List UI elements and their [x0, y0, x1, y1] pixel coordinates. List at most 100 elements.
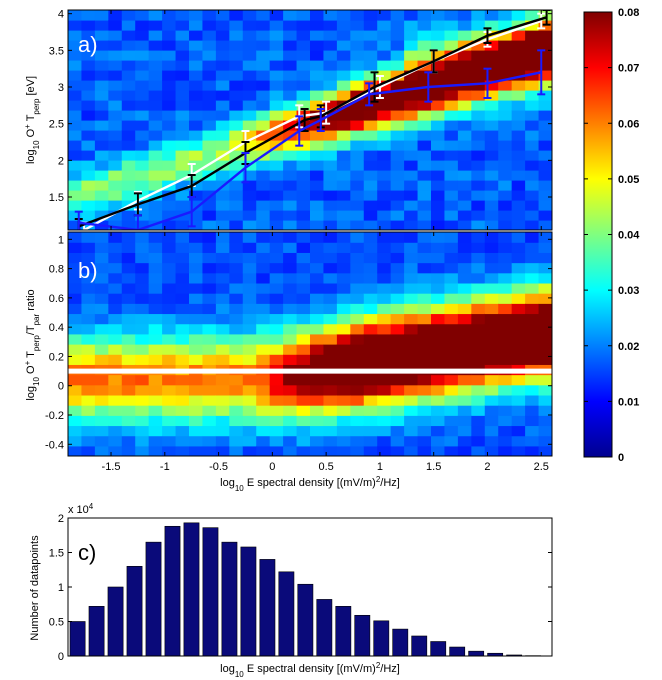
heatmap-cell [81, 40, 96, 51]
heatmap-cell [390, 180, 405, 191]
heatmap-cell [81, 10, 96, 21]
heatmap-cell [336, 30, 351, 41]
heatmap-cell [511, 405, 526, 416]
heatmap-cell [484, 80, 499, 91]
heatmap-cell [444, 344, 459, 355]
heatmap-cell [256, 220, 271, 230]
heatmap-cell [283, 282, 298, 294]
heatmap-cell [350, 344, 365, 355]
heatmap-cell [417, 333, 432, 345]
heatmap-cell [417, 303, 432, 315]
y-tick-label: -0.2 [45, 410, 64, 422]
heatmap-cell [471, 130, 486, 141]
heatmap-cell [175, 170, 190, 181]
heatmap-cell [484, 405, 499, 416]
heatmap-cell [242, 333, 257, 345]
heatmap-cell [175, 384, 190, 396]
heatmap-cell [484, 313, 499, 325]
heatmap-cell [296, 130, 311, 141]
heatmap-cell [390, 220, 405, 230]
heatmap-cell [202, 272, 217, 284]
heatmap-cell [498, 303, 513, 315]
heatmap-cell [108, 425, 123, 437]
heatmap-cell [121, 120, 136, 131]
bars-c [69, 522, 542, 657]
heatmap-cell [498, 262, 513, 274]
heatmap-cell [108, 40, 123, 51]
heatmap-cell [175, 282, 190, 294]
heatmap-cell [121, 170, 136, 181]
heatmap-cell [229, 120, 244, 131]
heatmap-cell [229, 333, 244, 345]
heatmap-cell [283, 293, 298, 304]
heatmap-cell [417, 40, 432, 51]
heatmap-cell [525, 220, 540, 230]
heatmap-cell [189, 10, 204, 21]
heatmap-cell [189, 394, 204, 406]
heatmap-cell [431, 210, 446, 221]
heatmap-cell [350, 262, 365, 274]
heatmap-cell [350, 384, 365, 396]
heatmap-cell [121, 20, 136, 31]
y-axis-label-a: log10 O+ Tperp [eV] [23, 76, 41, 164]
heatmap-cell [390, 210, 405, 221]
heatmap-cell [296, 282, 311, 294]
heatmap-cell [256, 252, 271, 264]
heatmap-cell [229, 210, 244, 221]
heatmap-cell [215, 405, 230, 416]
heatmap-cell [202, 262, 217, 274]
heatmap-cell [229, 262, 244, 274]
heatmap-cell [283, 70, 298, 81]
heatmap-cell [189, 435, 204, 447]
heatmap-cell [323, 252, 338, 264]
y-tick-label: 0.6 [49, 293, 64, 305]
histogram-bar [145, 541, 162, 657]
heatmap-cell [444, 425, 459, 437]
heatmap-cell [310, 190, 325, 201]
heatmap-cell [417, 445, 432, 456]
heatmap-cell [377, 425, 392, 437]
heatmap-cell [162, 405, 177, 416]
heatmap-cell [444, 374, 459, 386]
heatmap-cell [296, 200, 311, 211]
heatmap-cell [471, 60, 486, 71]
heatmap-cell [256, 140, 271, 151]
heatmap-cell [323, 80, 338, 91]
heatmap-cell [336, 344, 351, 355]
heatmap-cell [269, 232, 284, 243]
heatmap-cell [269, 190, 284, 201]
heatmap-cell [296, 232, 311, 243]
heatmap-cell [471, 313, 486, 325]
heatmap-cell [68, 180, 83, 191]
heatmap-cell [511, 10, 526, 21]
heatmap-cell [162, 130, 177, 141]
heatmap-cell [202, 282, 217, 294]
heatmap-cell [471, 100, 486, 111]
heatmap-cell [336, 60, 351, 71]
heatmap-cell [229, 293, 244, 304]
heatmap-cell [498, 313, 513, 325]
heatmap-cell [215, 384, 230, 396]
heatmap-cell [175, 415, 190, 427]
heatmap-cell [68, 10, 83, 21]
heatmap-cell [256, 303, 271, 315]
heatmap-cell [511, 344, 526, 355]
heatmap-cell [498, 130, 513, 141]
heatmap-cell [81, 190, 96, 201]
heatmap-cell [269, 60, 284, 71]
heatmap-cell [350, 282, 365, 294]
heatmap-cell [404, 415, 419, 427]
heatmap-cell [498, 252, 513, 264]
heatmap-cell [162, 242, 177, 253]
heatmap-cell [390, 435, 405, 447]
heatmap-cell [377, 323, 392, 335]
heatmap-cell [484, 262, 499, 274]
heatmap-cell [269, 220, 284, 230]
heatmap-cell [296, 10, 311, 21]
heatmap-cell [457, 220, 472, 230]
heatmap-cell [162, 445, 177, 456]
heatmap-cell [377, 445, 392, 456]
heatmap-cell [135, 445, 150, 456]
heatmap-cell [94, 354, 109, 365]
heatmap-cell [511, 170, 526, 181]
